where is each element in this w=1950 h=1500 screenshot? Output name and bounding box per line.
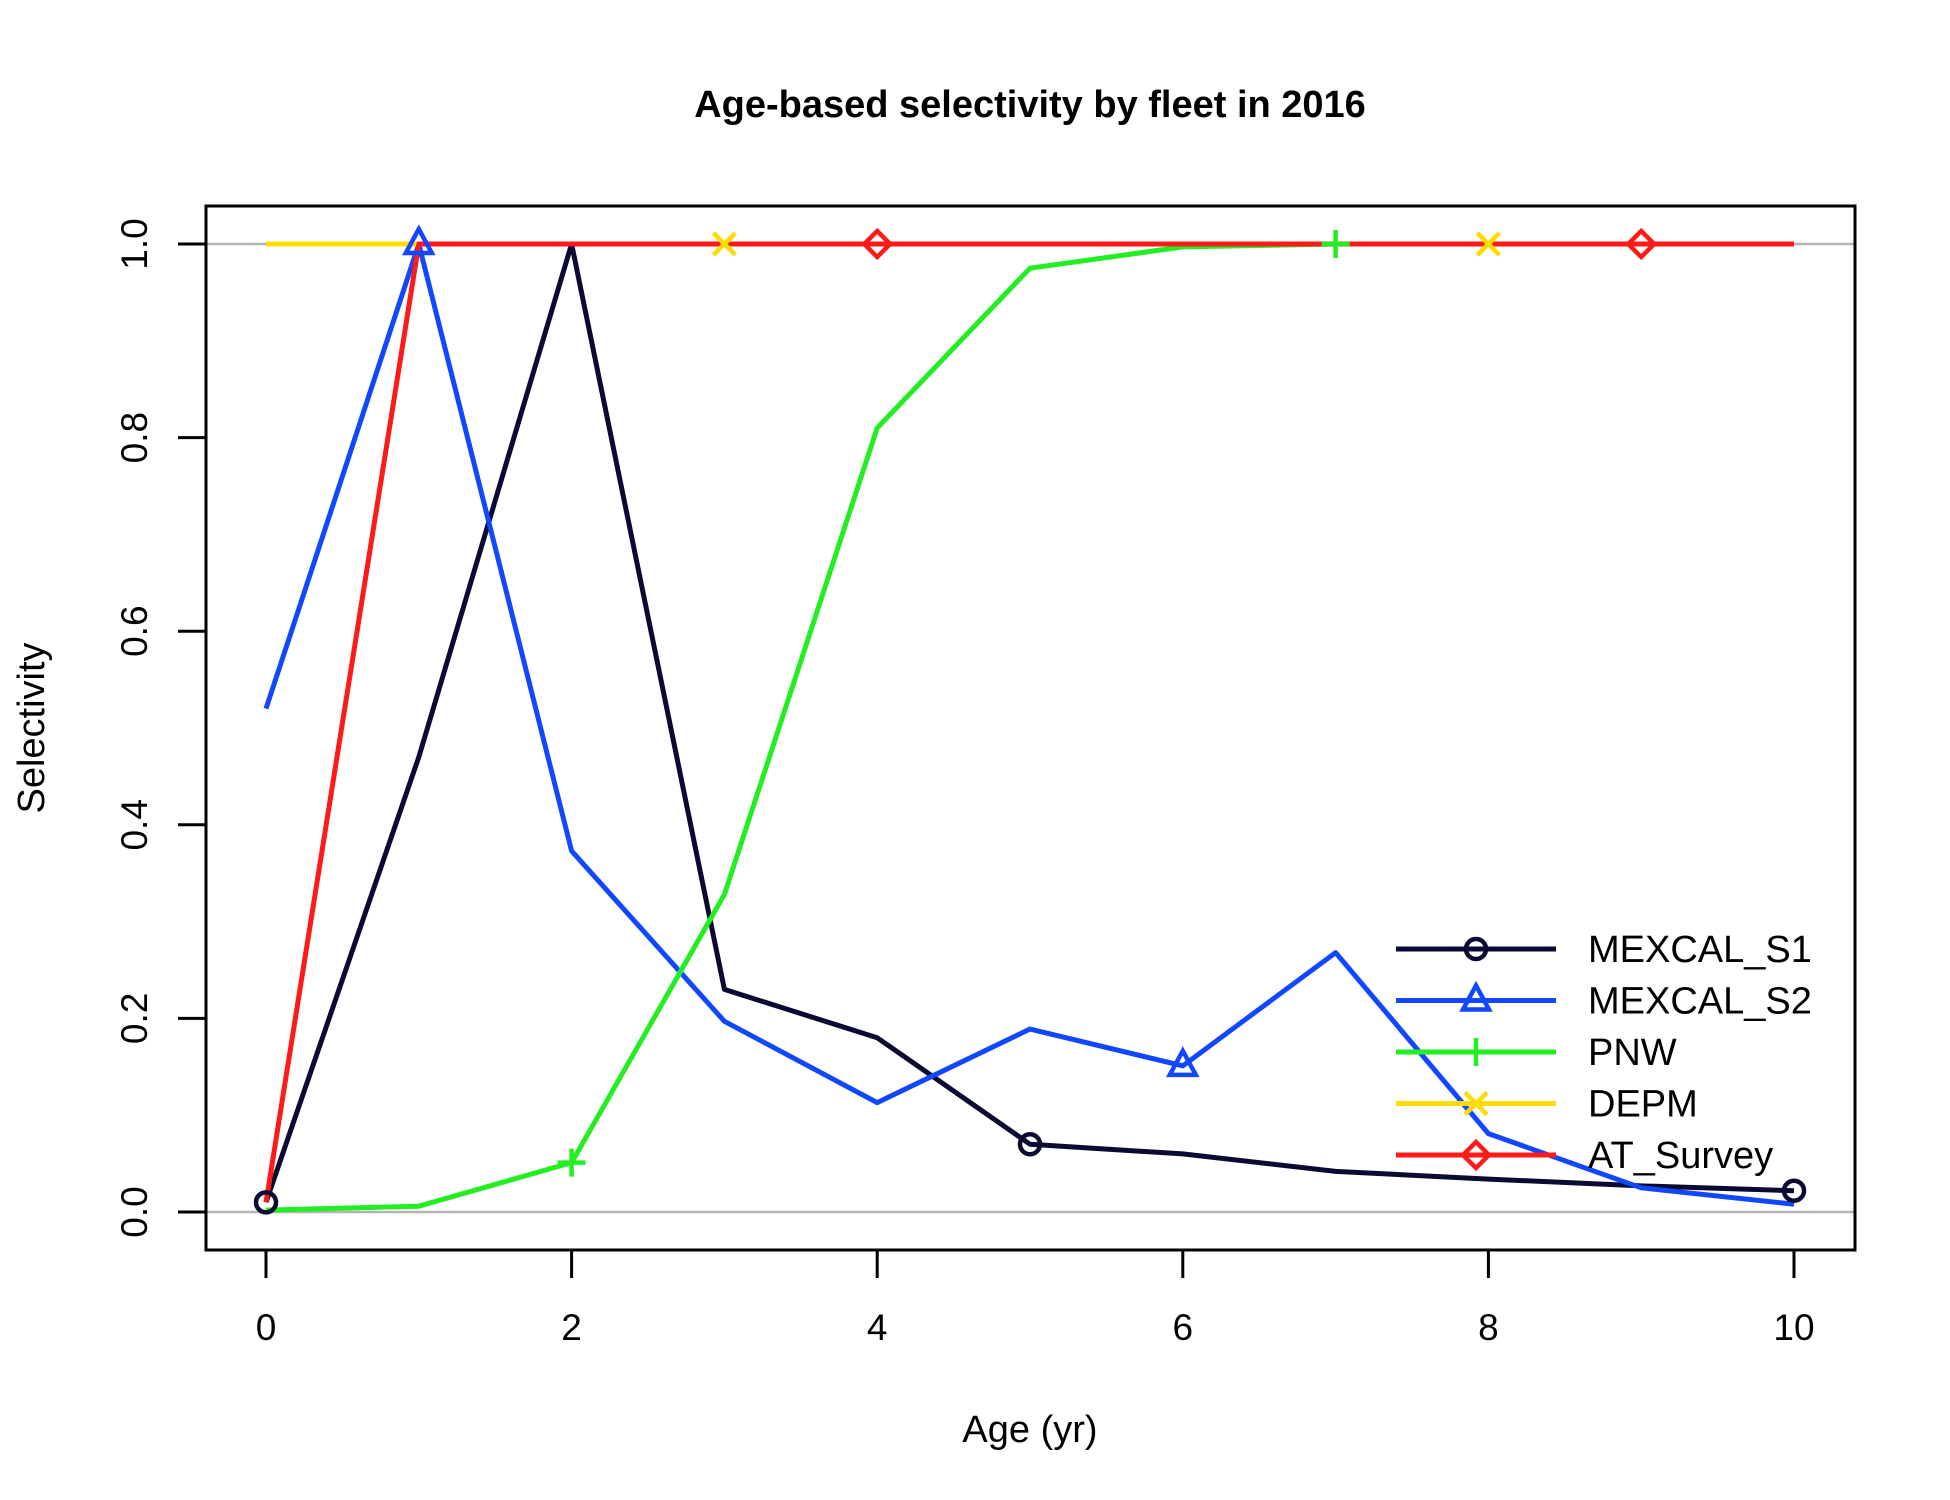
y-tick-label: 0.0 [114,1186,155,1237]
chart-title: Age-based selectivity by fleet in 2016 [694,84,1366,126]
circle-marker [1017,1131,1043,1157]
y-tick-label: 1.0 [114,218,155,269]
cross-marker [711,231,737,257]
plus-marker [1462,1038,1490,1066]
x-tick-label: 4 [867,1307,888,1348]
legend-item: MEXCAL_S1 [1396,929,1812,971]
circle-marker [1463,936,1489,962]
y-tick-label: 0.8 [114,412,155,463]
circle-marker [1781,1178,1807,1203]
plus-marker [557,1148,586,1177]
triangle-marker [402,224,436,256]
legend-item: AT_Survey [1396,1135,1773,1177]
legend-item: DEPM [1396,1084,1698,1126]
x-axis: 0 2 4 6 8 10 [256,1248,1815,1348]
series-line-pnw [265,241,1794,1213]
triangle-marker [1166,1046,1200,1078]
series-markers [253,224,1807,1215]
legend: MEXCAL_S1 MEXCAL_S2 PNW DEPM AT_Survey [1396,929,1812,1177]
cross-marker [1475,231,1501,257]
x-tick-label: 10 [1773,1307,1814,1348]
x-tick-label: 2 [561,1307,582,1348]
triangle-marker [1459,980,1493,1012]
x-tick-label: 8 [1478,1307,1499,1348]
legend-label: MEXCAL_S1 [1588,929,1812,971]
plus-marker [1321,230,1350,258]
series-line-at-survey [263,241,1794,1203]
legend-item: MEXCAL_S2 [1396,981,1812,1023]
series-lines [263,241,1795,1213]
y-tick-label: 0.2 [114,993,155,1044]
legend-item: PNW [1396,1032,1677,1074]
x-tick-label: 6 [1173,1307,1194,1348]
y-tick-label: 0.4 [114,799,155,850]
legend-label: DEPM [1588,1084,1698,1126]
series-line-mexcal-s2 [263,241,1795,1207]
circle-marker [253,1190,279,1215]
legend-label: MEXCAL_S2 [1588,981,1812,1023]
diamond-marker [861,227,894,261]
diamond-marker [1459,1138,1493,1172]
diamond-marker [1625,227,1658,261]
x-tick-label: 0 [256,1307,277,1348]
y-tick-label: 0.6 [114,605,155,656]
legend-label: PNW [1588,1032,1677,1074]
series-line-mexcal-s1 [263,241,1795,1204]
y-axis: 0.0 0.2 0.4 0.6 0.8 1.0 [114,218,208,1238]
legend-label: AT_Survey [1588,1135,1773,1177]
x-axis-label: Age (yr) [962,1409,1097,1451]
y-axis-label: Selectivity [11,642,53,813]
cross-marker [1463,1090,1489,1117]
